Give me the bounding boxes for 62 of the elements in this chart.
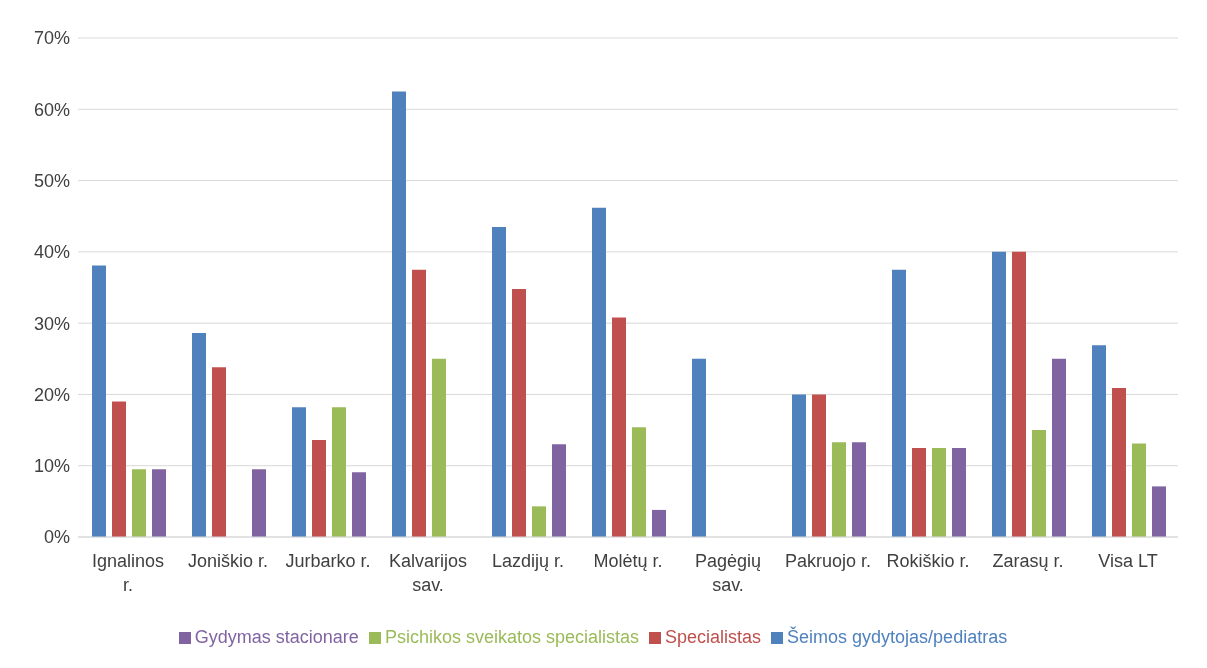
bar (92, 265, 106, 537)
bar (1012, 251, 1026, 537)
x-tick-label: Molėtų r. (593, 551, 663, 571)
legend-label: Gydymas stacionare (194, 627, 359, 647)
bar (592, 207, 606, 537)
bar (552, 444, 566, 537)
bar (1112, 388, 1126, 537)
y-tick-label: 60% (33, 99, 70, 120)
bar (612, 317, 626, 537)
x-tick-label: Jurbarko r. (285, 551, 371, 571)
bar (532, 506, 546, 537)
bar (932, 447, 946, 537)
bar (632, 427, 646, 537)
y-tick-label: 50% (33, 170, 70, 191)
bar (692, 358, 706, 537)
bar (1032, 430, 1046, 537)
bar (912, 447, 926, 537)
bar (352, 472, 366, 537)
y-tick-label: 0% (43, 527, 70, 548)
bar (892, 269, 906, 537)
x-tick-label: Joniškio r. (187, 551, 269, 571)
bar (152, 469, 166, 537)
bar (392, 91, 406, 537)
bar (1052, 358, 1066, 537)
bar (792, 394, 806, 537)
bar (1132, 443, 1146, 537)
bar (812, 394, 826, 537)
bar (212, 367, 226, 537)
bar (512, 288, 526, 537)
y-tick-label: 20% (33, 384, 70, 405)
x-tick-label: Kalvarijos sav. (388, 551, 468, 595)
bar (332, 407, 346, 537)
bar (952, 447, 966, 537)
bar (132, 469, 146, 537)
bar (652, 509, 666, 537)
bar (412, 269, 426, 537)
x-tick-label: Pakruojo r. (784, 551, 872, 571)
y-tick-label: 10% (33, 456, 70, 477)
bar (252, 469, 266, 537)
bar (432, 358, 446, 537)
bar (292, 407, 306, 537)
x-tick-label: Lazdijų r. (491, 551, 565, 571)
y-tick-label: 70% (33, 28, 70, 49)
y-tick-label: 30% (33, 313, 70, 334)
x-tick-label: Zarasų r. (992, 551, 1064, 571)
x-tick-label: Visa LT (1098, 551, 1158, 571)
bar (832, 442, 846, 537)
bar (852, 442, 866, 537)
x-tick-label: Pagėgių sav. (694, 551, 762, 595)
bar (1092, 345, 1106, 537)
legend-label: Specialistas (665, 627, 762, 647)
legend-label: Šeimos gydytojas/pediatras (787, 627, 1008, 647)
bar (112, 401, 126, 537)
legend-label: Psichikos sveikatos specialistas (384, 627, 639, 647)
bar (192, 333, 206, 537)
bar (992, 251, 1006, 537)
bar (492, 226, 506, 537)
bar (1152, 486, 1166, 537)
x-tick-label: Rokiškio r. (886, 551, 970, 571)
y-tick-label: 40% (33, 242, 70, 263)
x-tick-label: Ignalinos r. (91, 551, 165, 595)
bar (312, 440, 326, 537)
